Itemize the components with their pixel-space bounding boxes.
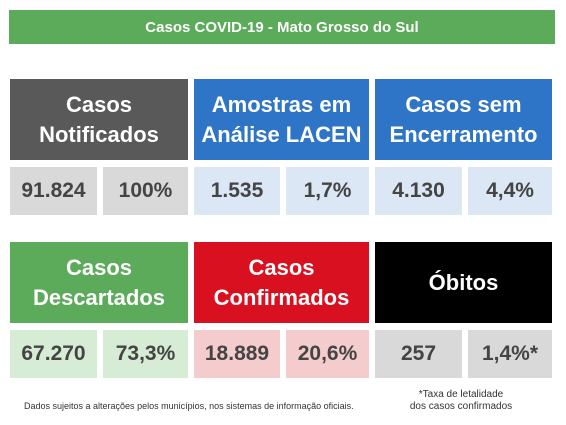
notificados-count: 91.824 bbox=[10, 167, 97, 215]
encerramento-percent: 4,4% bbox=[468, 167, 552, 215]
dashboard-title: Casos COVID-19 - Mato Grosso do Sul bbox=[145, 18, 419, 36]
confirmados-title-line1: Casos bbox=[248, 255, 315, 281]
confirmados-header: Casos Confirmados bbox=[194, 242, 369, 323]
amostras-count: 1.535 bbox=[194, 167, 280, 215]
notificados-header: Casos Notificados bbox=[10, 79, 188, 160]
notificados-title-line2: Notificados bbox=[39, 121, 159, 147]
amostras-title-line2: Análise LACEN bbox=[201, 121, 362, 147]
amostras-title-line1: Amostras em bbox=[211, 92, 352, 118]
descartados-count: 67.270 bbox=[10, 330, 97, 378]
obitos-count: 257 bbox=[375, 330, 462, 378]
descartados-title-line2: Descartados bbox=[32, 284, 166, 310]
disclaimer-text: Dados sujeitos a alterações pelos municí… bbox=[24, 401, 354, 411]
dashboard-banner: Casos COVID-19 - Mato Grosso do Sul bbox=[9, 10, 555, 44]
descartados-percent: 73,3% bbox=[103, 330, 188, 378]
lethality-note-line1: *Taxa de letalidade bbox=[418, 389, 504, 400]
obitos-title: Óbitos bbox=[428, 269, 499, 295]
obitos-header: Óbitos bbox=[375, 242, 552, 323]
notificados-percent: 100% bbox=[103, 167, 188, 215]
notificados-title-line1: Casos bbox=[65, 92, 133, 118]
amostras-header: Amostras em Análise LACEN bbox=[194, 79, 369, 160]
amostras-percent: 1,7% bbox=[286, 167, 369, 215]
lethality-note-line2: dos casos confirmados bbox=[409, 401, 513, 412]
confirmados-title-line2: Confirmados bbox=[213, 284, 350, 310]
encerramento-count: 4.130 bbox=[375, 167, 462, 215]
obitos-percent: 1,4%* bbox=[468, 330, 552, 378]
lethality-note: *Taxa de letalidade dos casos confirmado… bbox=[400, 389, 522, 413]
encerramento-header: Casos sem Encerramento bbox=[375, 79, 552, 160]
confirmados-count: 18.889 bbox=[194, 330, 280, 378]
encerramento-title-line1: Casos sem bbox=[405, 92, 522, 118]
descartados-header: Casos Descartados bbox=[10, 242, 188, 323]
confirmados-percent: 20,6% bbox=[286, 330, 369, 378]
encerramento-title-line2: Encerramento bbox=[389, 121, 538, 147]
descartados-title-line1: Casos bbox=[65, 255, 133, 281]
